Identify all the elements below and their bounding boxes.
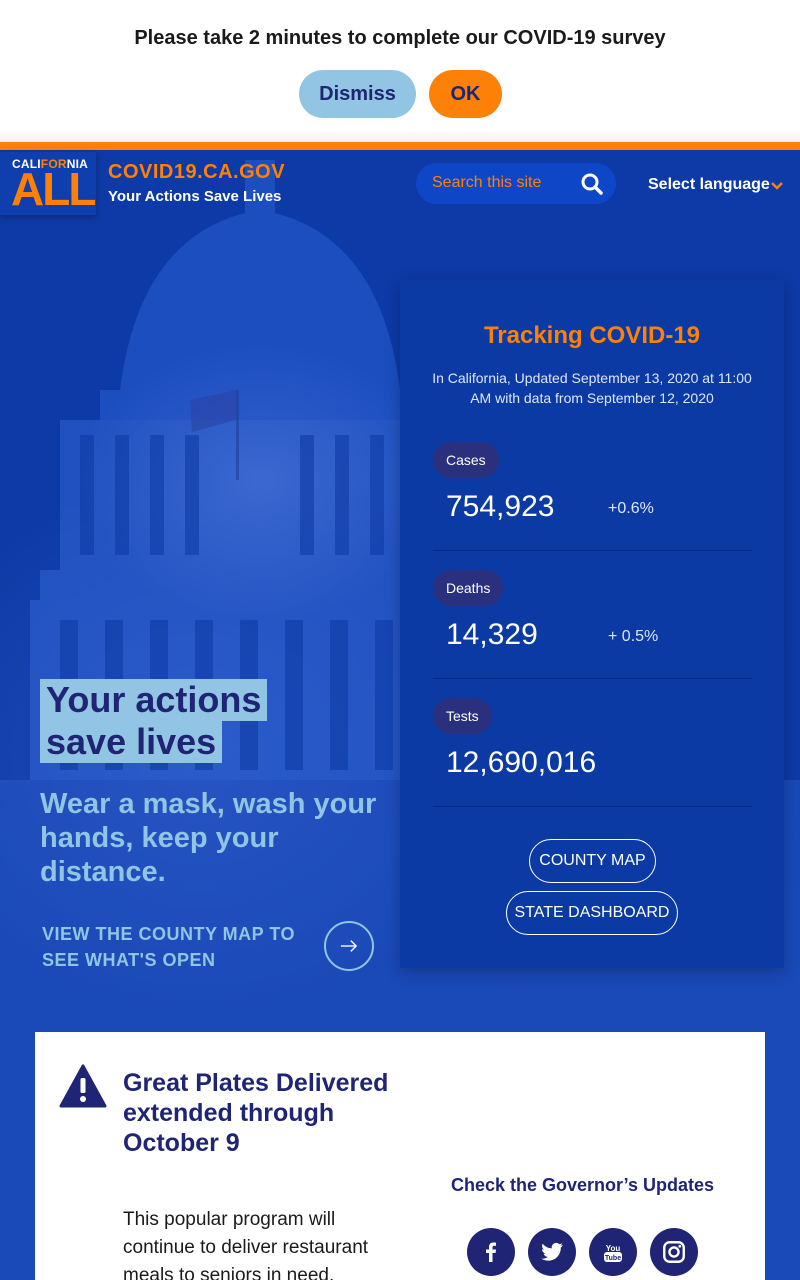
deaths-label: Deaths [433, 570, 504, 606]
divider [433, 678, 752, 679]
youtube-icon[interactable]: You Tube [589, 1228, 637, 1276]
facebook-icon[interactable] [467, 1228, 515, 1276]
tests-value: 12,690,016 [446, 746, 597, 779]
hero-title-line1: Your actions [40, 679, 268, 721]
cases-label: Cases [433, 442, 499, 478]
svg-text:You: You [606, 1244, 621, 1253]
warning-icon [59, 1064, 107, 1108]
governor-updates-heading: Check the Governor’s Updates [450, 1175, 715, 1195]
california-all-logo[interactable]: CALIFORNIA ALL [0, 152, 96, 215]
hero-title-line2: save lives [40, 721, 223, 763]
site-title[interactable]: COVID19.CA.GOV [108, 161, 286, 183]
survey-banner: Please take 2 minutes to complete our CO… [0, 0, 800, 142]
tracking-subtitle: In California, Updated September 13, 202… [432, 370, 752, 406]
county-map-button[interactable]: COUNTY MAP [529, 839, 656, 883]
language-selector[interactable]: Select language [648, 176, 770, 193]
county-map-arrow-button[interactable] [324, 921, 374, 971]
alert-panel: Great Plates Delivered extended through … [35, 1032, 765, 1280]
tracking-card: Tracking COVID-19 In California, Updated… [400, 280, 784, 968]
chevron-down-icon[interactable] [770, 180, 784, 192]
state-dashboard-button[interactable]: STATE DASHBOARD [506, 891, 678, 935]
deaths-value: 14,329 [446, 618, 538, 651]
hero-title: Your actions save lives [40, 679, 268, 763]
tracking-title: Tracking COVID-19 [483, 322, 701, 349]
hero-subtitle: Wear a mask, wash your hands, keep your … [40, 788, 377, 888]
svg-text:Tube: Tube [605, 1255, 621, 1262]
county-map-link[interactable]: VIEW THE COUNTY MAP TO SEE WHAT'S OPEN [42, 924, 296, 970]
tests-label: Tests [433, 698, 492, 734]
twitter-icon[interactable] [528, 1228, 576, 1276]
divider [433, 550, 752, 551]
cases-value: 754,923 [446, 490, 555, 523]
cases-change: +0.6% [608, 500, 654, 517]
deaths-change: + 0.5% [608, 628, 659, 645]
search-box[interactable] [416, 163, 616, 204]
divider [433, 806, 752, 807]
site-tagline: Your Actions Save Lives [108, 188, 282, 205]
arrow-right-icon [340, 940, 358, 952]
ok-button[interactable]: OK [429, 70, 502, 118]
search-icon[interactable] [580, 172, 604, 196]
header-accent-line [0, 142, 800, 150]
search-input[interactable] [432, 173, 572, 193]
alert-text: This popular program will continue to de… [123, 1209, 369, 1280]
survey-message: Please take 2 minutes to complete our CO… [134, 27, 666, 49]
banner-shadow [0, 128, 800, 142]
instagram-icon[interactable] [650, 1228, 698, 1276]
dismiss-button[interactable]: Dismiss [299, 70, 416, 118]
alert-title[interactable]: Great Plates Delivered extended through … [123, 1069, 389, 1157]
